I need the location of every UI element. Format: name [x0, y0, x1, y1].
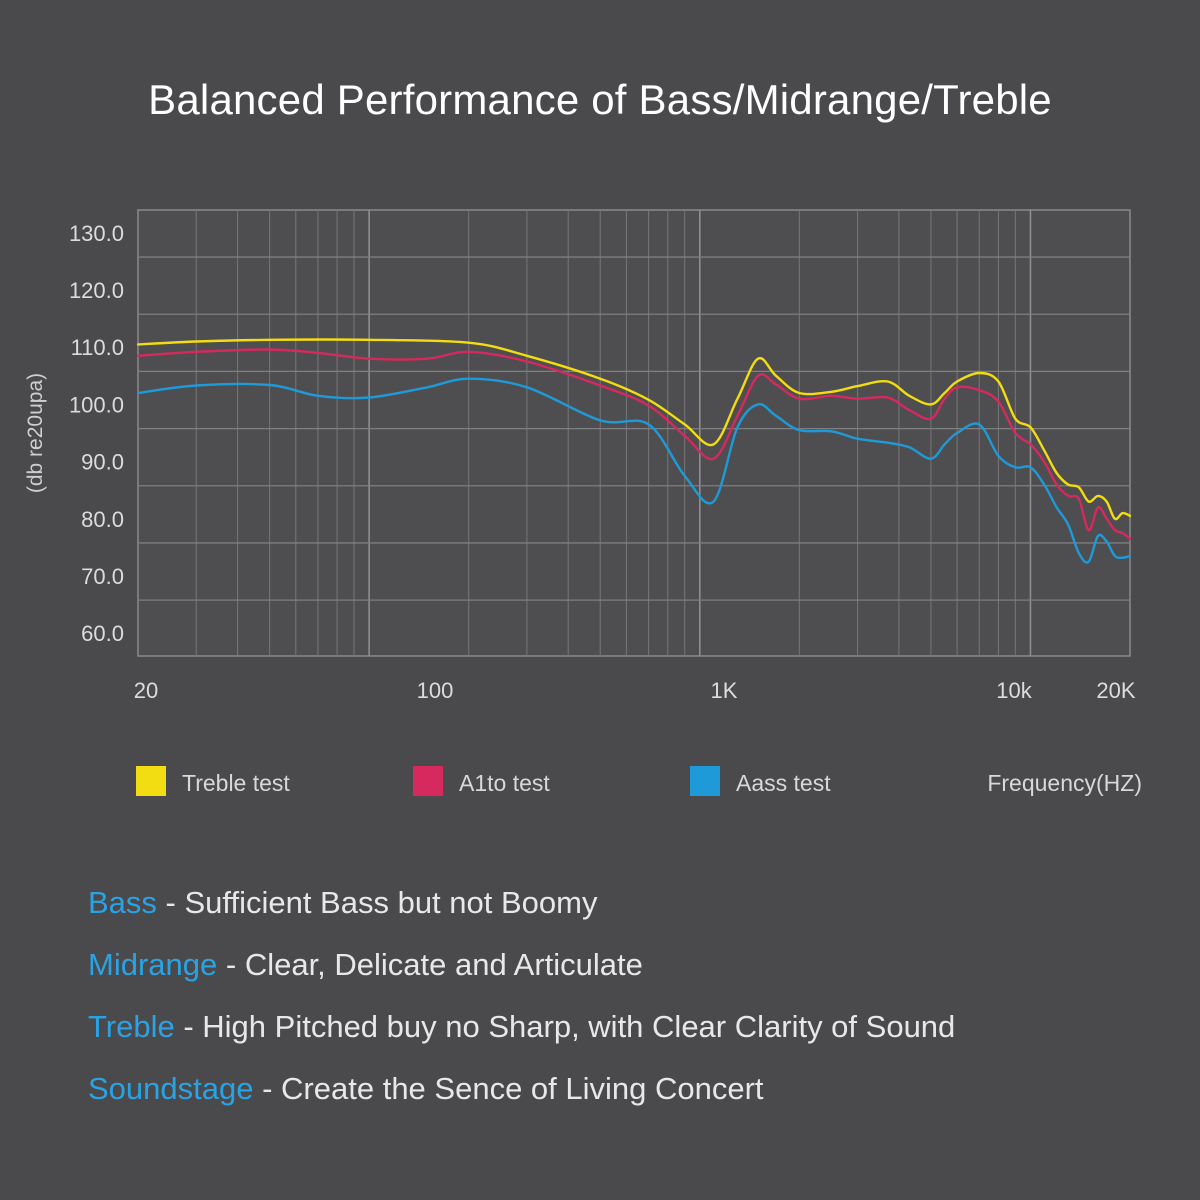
feature-separator: - — [156, 885, 185, 920]
feature-name: Midrange — [88, 947, 218, 982]
feature-row-soundstage: Soundstage - Create the Sence of Living … — [88, 1058, 1168, 1120]
legend-item-aass-test: Aass test — [690, 766, 831, 796]
frequency-response-chart: 60.0 70.0 80.0 90.0 100.0 110.0 120.0 130.0 20 1… — [24, 209, 1142, 796]
feature-row-bass: Bass - Sufficient Bass but not Boomy — [88, 872, 1168, 934]
feature-description: High Pitched buy no Sharp, with Clear Cl… — [202, 1009, 956, 1044]
x-tick-labels: 20 100 1K 10k 20K — [134, 678, 1136, 703]
y-tick-label: 70.0 — [81, 564, 124, 589]
x-tick-label: 20K — [1096, 678, 1135, 703]
legend-swatch — [413, 766, 443, 796]
x-tick-label: 1K — [711, 678, 738, 703]
series-lines — [136, 338, 1132, 564]
legend-item-a1to-test: A1to test — [413, 766, 550, 796]
y-axis-label: (db re20upa) — [24, 373, 47, 493]
chart-title: Balanced Performance of Bass/Midrange/Tr… — [148, 76, 1052, 123]
feature-description: Sufficient Bass but not Boomy — [184, 885, 598, 920]
feature-row-midrange: Midrange - Clear, Delicate and Articulat… — [88, 934, 1168, 996]
legend-label: A1to test — [459, 770, 550, 796]
y-tick-label: 120.0 — [69, 278, 124, 303]
x-tick-label: 20 — [134, 678, 158, 703]
series-line-treble-test — [136, 338, 1132, 521]
feature-separator: - — [217, 947, 245, 982]
feature-name: Bass — [88, 885, 157, 920]
x-axis-label: Frequency(HZ) — [987, 770, 1142, 796]
legend-label: Aass test — [736, 770, 831, 796]
feature-row-treble: Treble - High Pitched buy no Sharp, with… — [88, 996, 1168, 1058]
y-tick-label: 110.0 — [71, 335, 124, 360]
legend-swatch — [690, 766, 720, 796]
series-line-a1to-test — [136, 348, 1132, 540]
feature-description: Create the Sence of Living Concert — [281, 1071, 764, 1106]
legend-swatch — [136, 766, 166, 796]
feature-description: Clear, Delicate and Articulate — [244, 947, 643, 982]
legend-label: Treble test — [182, 770, 290, 796]
legend-item-treble-test: Treble test — [136, 766, 290, 796]
feature-name: Treble — [88, 1009, 175, 1044]
y-tick-label: 100.0 — [69, 392, 124, 417]
y-tick-label: 130.0 — [69, 221, 124, 246]
feature-name: Soundstage — [88, 1071, 254, 1106]
x-tick-label: 100 — [417, 678, 454, 703]
feature-separator: - — [253, 1071, 282, 1106]
x-tick-label: 10k — [996, 678, 1032, 703]
y-tick-labels: 60.0 70.0 80.0 90.0 100.0 110.0 120.0 130.0 — [69, 221, 124, 646]
y-tick-label: 90.0 — [81, 450, 124, 475]
series-line-aass-test — [136, 377, 1132, 564]
feature-list: Bass - Sufficient Bass but not Boomy Mid… — [88, 872, 1168, 1120]
feature-separator: - — [174, 1009, 203, 1044]
plot-area — [137, 209, 1131, 657]
y-tick-label: 80.0 — [81, 507, 124, 532]
legend: Treble test A1to test Aass test — [136, 766, 831, 796]
y-tick-label: 60.0 — [81, 621, 124, 646]
